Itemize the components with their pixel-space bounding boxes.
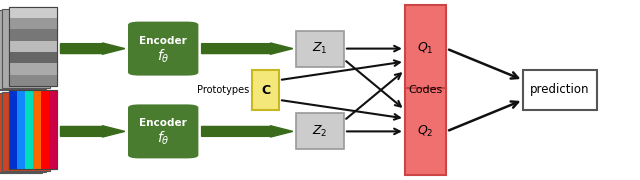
Bar (10, 90, 58, 169)
Bar (10, 63, 58, 75)
Bar (252, 70, 279, 110)
Bar (296, 31, 344, 67)
FancyBboxPatch shape (128, 104, 198, 158)
Text: $Z_2$: $Z_2$ (312, 124, 328, 139)
Bar (49, 90, 58, 169)
Bar (405, 88, 447, 175)
Polygon shape (202, 43, 293, 54)
Bar (17, 90, 26, 169)
Bar (10, 18, 58, 30)
Bar (10, 75, 58, 86)
Bar (296, 113, 344, 149)
Bar (26, 90, 33, 169)
Bar (2, 92, 50, 171)
Text: Encoder: Encoder (140, 35, 187, 46)
Bar (0, 10, 46, 89)
Bar (10, 41, 58, 52)
Bar (405, 5, 447, 92)
Bar (10, 90, 58, 169)
Text: $f_\theta$: $f_\theta$ (157, 47, 170, 64)
Text: prediction: prediction (531, 84, 589, 96)
Bar (10, 52, 58, 63)
Text: $Z_1$: $Z_1$ (312, 41, 328, 56)
Bar (10, 7, 58, 86)
Bar (0, 94, 42, 173)
Bar (10, 30, 58, 41)
Bar (10, 7, 58, 18)
Bar (33, 90, 41, 169)
Bar (10, 7, 58, 86)
Bar (0, 11, 42, 90)
Text: Encoder: Encoder (140, 118, 187, 128)
Text: Codes: Codes (408, 85, 443, 95)
Bar (41, 90, 49, 169)
Polygon shape (202, 126, 293, 137)
Text: $Q_1$: $Q_1$ (417, 41, 434, 56)
Text: C: C (261, 84, 270, 96)
Text: $f_\theta$: $f_\theta$ (157, 130, 170, 147)
Bar (524, 70, 597, 110)
Polygon shape (61, 126, 125, 137)
Bar (0, 93, 46, 172)
Bar (2, 9, 50, 88)
Polygon shape (61, 43, 125, 54)
Text: Prototypes: Prototypes (196, 85, 249, 95)
Bar (10, 90, 17, 169)
Text: $Q_2$: $Q_2$ (417, 124, 434, 139)
FancyBboxPatch shape (128, 22, 198, 76)
